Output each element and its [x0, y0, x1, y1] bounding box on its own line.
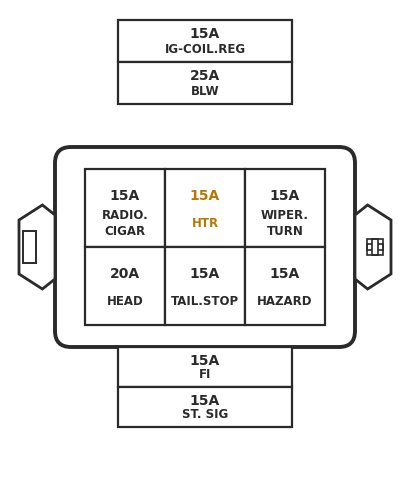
- Text: 15A: 15A: [269, 188, 299, 203]
- Text: RADIO.
CIGAR: RADIO. CIGAR: [101, 210, 148, 238]
- Text: 15A: 15A: [110, 188, 140, 203]
- Bar: [85, 169, 164, 247]
- Polygon shape: [354, 205, 390, 289]
- Bar: [164, 247, 245, 325]
- Text: 15A: 15A: [189, 354, 220, 368]
- Text: FI: FI: [198, 369, 211, 381]
- Bar: [85, 247, 164, 325]
- Text: HTR: HTR: [191, 217, 218, 230]
- Bar: [164, 169, 245, 247]
- Bar: [245, 247, 324, 325]
- Text: 25A: 25A: [189, 69, 220, 83]
- Bar: [118, 387, 291, 427]
- Bar: [366, 244, 382, 250]
- Bar: [23, 231, 36, 263]
- Bar: [245, 169, 324, 247]
- Text: TAIL.STOP: TAIL.STOP: [171, 295, 238, 308]
- Bar: [118, 62, 291, 104]
- Text: WIPER.
TURN: WIPER. TURN: [261, 210, 308, 238]
- Text: HAZARD: HAZARD: [256, 295, 312, 308]
- Text: IG-COIL.REG: IG-COIL.REG: [164, 43, 245, 56]
- FancyBboxPatch shape: [55, 147, 354, 347]
- Bar: [118, 20, 291, 62]
- Text: ST. SIG: ST. SIG: [182, 408, 227, 422]
- Text: 15A: 15A: [189, 188, 220, 203]
- Text: HEAD: HEAD: [106, 295, 143, 308]
- Text: 20A: 20A: [110, 267, 140, 280]
- Polygon shape: [19, 205, 55, 289]
- Text: 15A: 15A: [189, 267, 220, 280]
- Text: BLW: BLW: [190, 85, 219, 98]
- Bar: [366, 239, 382, 255]
- Text: 15A: 15A: [189, 27, 220, 41]
- Bar: [118, 347, 291, 387]
- Bar: [371, 239, 377, 255]
- Text: 15A: 15A: [269, 267, 299, 280]
- Text: 15A: 15A: [189, 394, 220, 407]
